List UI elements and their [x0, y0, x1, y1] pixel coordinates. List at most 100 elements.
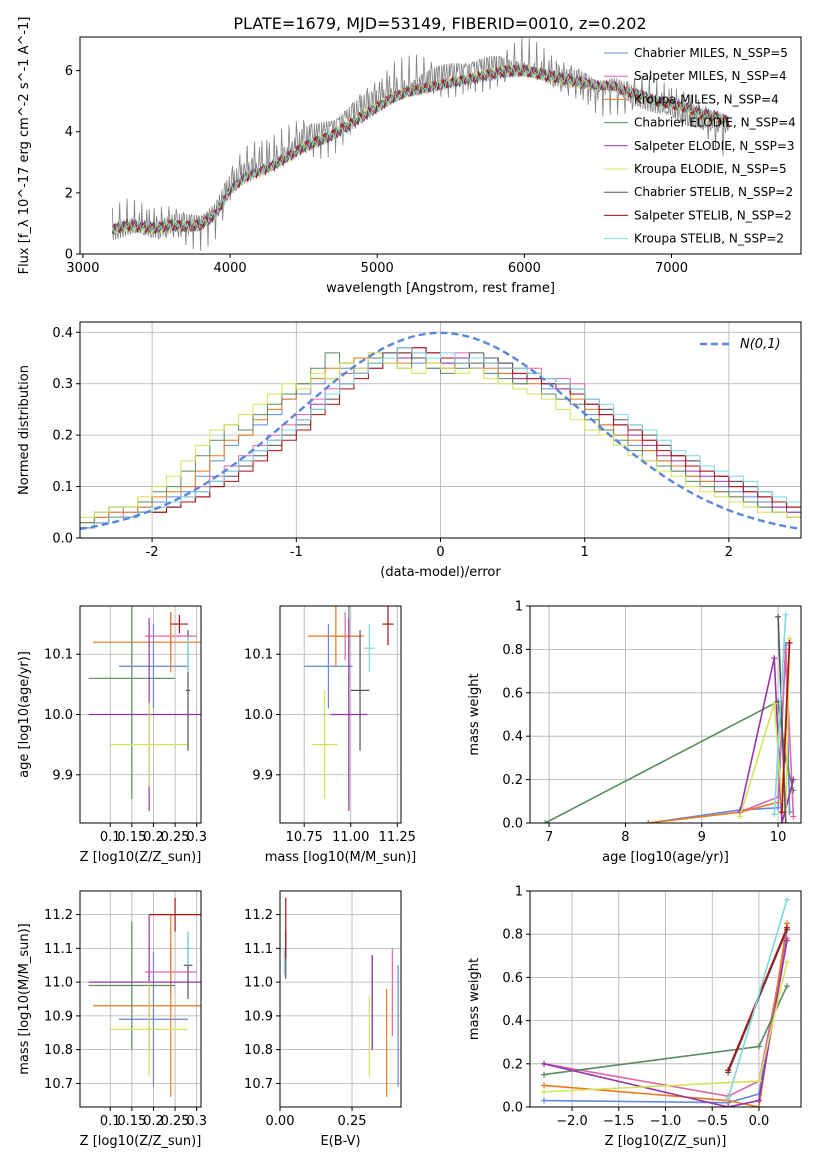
weight-marker: [783, 959, 790, 966]
weight-marker: [790, 813, 797, 820]
weight-marker: [783, 896, 790, 903]
weight-marker: [782, 820, 789, 823]
histogram-8: [80, 347, 801, 538]
y-tick-label: 9.9: [252, 768, 273, 783]
y-tick-label: 0.8: [502, 643, 523, 658]
x-tick-label: 0.25: [161, 830, 190, 845]
legend-entry-4: Salpeter ELODIE, N_SSP=3: [634, 139, 795, 153]
legend-entry-2: Kroupa MILES, N_SSP=4: [634, 92, 779, 106]
axes-frame: [279, 890, 402, 1108]
error-point-0: [118, 624, 189, 709]
x-tick-label: -1: [290, 545, 303, 560]
y-tick-label: 0.8: [502, 928, 523, 943]
y-tick-label: 10.8: [44, 1043, 73, 1058]
weight-line-6: [777, 616, 787, 823]
y-tick-label: 10.9: [244, 1009, 273, 1024]
weight-marker: [541, 1071, 548, 1078]
x-tick-label: 0.3: [186, 1114, 207, 1129]
weight-marker: [541, 1088, 548, 1095]
error-point-7: [149, 897, 201, 932]
weight-marker: [541, 1060, 548, 1067]
y-tick-label: 0.0: [52, 532, 73, 547]
weight-line-7: [781, 642, 791, 813]
weight-marker: [541, 1082, 548, 1089]
y-tick-label: 9.9: [52, 768, 73, 783]
weight-marker: [725, 1095, 732, 1102]
y-tick-label: 0.2: [502, 773, 523, 788]
y-tick-label: 11.2: [44, 908, 73, 923]
y-tick-label: 10.0: [244, 708, 273, 723]
x-tick-label: 0.1: [100, 1114, 121, 1129]
x-tick-label: 0.15: [117, 1114, 146, 1129]
histogram-3: [80, 352, 801, 538]
error-point-2: [92, 914, 201, 1097]
weight-marker: [775, 804, 782, 811]
axes-frame: [79, 890, 202, 1108]
weight-marker: [755, 1104, 762, 1107]
plot-area: [542, 611, 797, 823]
y-tick-label: 4: [65, 125, 73, 140]
weight-line-1: [543, 938, 788, 1098]
x-axis-label: (data-model)/error: [380, 565, 501, 580]
error-point-7: [170, 615, 189, 634]
weight-marker: [783, 983, 790, 990]
x-tick-label: 0: [436, 545, 444, 560]
y-axis-label: Flux [f_λ 10^-17 erg cm^-2 s^-1 A^-1]: [17, 17, 32, 275]
weight-line-2: [648, 638, 791, 823]
chart-residuals: N(0,1) -2 -1 0 1 2 0.0 0.1 0.2 0.3 0.4 (data-model)…: [17, 321, 802, 580]
x-tick-label: 8: [621, 830, 629, 845]
weight-marker: [645, 820, 652, 823]
error-point-0: [118, 951, 189, 1087]
x-tick-label: −1.0: [650, 1114, 682, 1129]
y-tick-label: 0.2: [502, 1057, 523, 1072]
x-tick-label: −0.5: [696, 1114, 728, 1129]
error-point-2: [92, 612, 201, 673]
chart-mass-vs-ebv: 0.00 0.25 10.7 10.8 10.9 11.0 11.1 11.2 E(B-V): [244, 890, 402, 1149]
plot-area: [304, 606, 394, 811]
y-tick-label: 1: [515, 885, 523, 900]
x-tick-label: 10.75: [286, 830, 323, 845]
error-point-3: [88, 606, 176, 799]
weight-marker: [771, 811, 778, 818]
y-tick-label: 10.1: [44, 648, 73, 663]
weight-marker: [771, 700, 778, 707]
chart-mass-vs-Z: 0.10.150.20.250.3 10.7 10.8 10.9 11.0 11.1 11.…: [17, 890, 207, 1149]
histogram-5: [80, 352, 801, 538]
axes-frame: [529, 605, 802, 824]
legend-entry-8: Kroupa STELIB, N_SSP=2: [634, 232, 784, 246]
error-point-4: [330, 618, 368, 811]
chart-mass-weight-vs-Z: −2.0 −1.5 −1.0 −0.5 0.0 0.0 0.2 0.4 0.6 0.8 1 Z [lo…: [467, 885, 802, 1149]
chart-age-vs-Z: 0.10.150.20.250.3 9.9 10.0 10.1 Z [log10(Z/Z…: [17, 605, 207, 865]
y-tick-label: 0.4: [502, 730, 523, 745]
y-tick-label: 0.3: [52, 377, 73, 392]
legend-entry: N(0,1): [740, 337, 781, 352]
weight-marker: [755, 1043, 762, 1050]
x-tick-label: 4000: [214, 261, 247, 276]
error-point-3: [88, 921, 176, 1050]
x-tick-label: −1.5: [603, 1114, 635, 1129]
x-tick-label: 0.0: [749, 1114, 770, 1129]
plot-area: [88, 897, 201, 1097]
legend: N(0,1): [700, 337, 781, 352]
weight-line-8: [773, 614, 787, 815]
y-tick-label: 11.0: [44, 976, 73, 991]
weight-marker: [782, 611, 789, 618]
x-axis-label: E(B-V): [320, 1134, 360, 1149]
error-point-5: [110, 702, 189, 787]
x-axis-label: wavelength [Angstrom, rest frame]: [326, 281, 555, 296]
weight-marker: [755, 1078, 762, 1085]
x-tick-label: 2: [725, 545, 733, 560]
model-line-8: [111, 63, 730, 235]
weight-marker: [783, 924, 790, 931]
error-point-5: [110, 982, 189, 1077]
legend-entry-3: Chabrier ELODIE, N_SSP=4: [634, 116, 796, 130]
weight-marker: [541, 1097, 548, 1104]
plot-area: [88, 606, 201, 811]
x-axis-label: Z [log10(Z/Z_sun)]: [80, 850, 202, 865]
weight-marker: [778, 820, 785, 823]
y-tick-label: 10.8: [244, 1043, 273, 1058]
y-axis-label: mass weight: [467, 673, 482, 755]
legend: Chabrier MILES, N_SSP=5 Salpeter MILES, N…: [604, 46, 796, 246]
error-point-0: [304, 624, 353, 709]
